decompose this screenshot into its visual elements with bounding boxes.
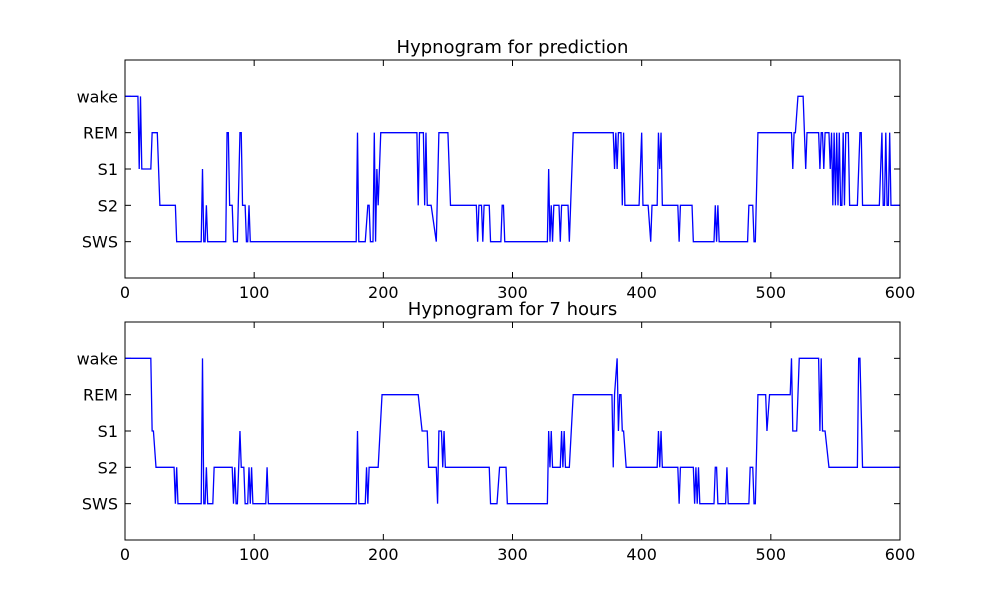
x-tick-label: 200 bbox=[368, 283, 399, 302]
plot-frame bbox=[124, 59, 901, 279]
y-tick-label: S2 bbox=[98, 458, 118, 477]
x-tick-label: 0 bbox=[120, 545, 130, 564]
x-tick-label: 0 bbox=[120, 283, 130, 302]
x-tick-label: 300 bbox=[497, 283, 528, 302]
plot-area bbox=[125, 322, 900, 540]
data-line bbox=[125, 95, 900, 243]
y-tick-label: S2 bbox=[98, 196, 118, 215]
x-tick-label: 300 bbox=[497, 545, 528, 564]
x-tick-label: 100 bbox=[239, 283, 270, 302]
y-tick-label: S1 bbox=[98, 422, 118, 441]
x-tick-label: 500 bbox=[756, 545, 787, 564]
x-tick-label: 200 bbox=[368, 545, 399, 564]
data-line bbox=[125, 357, 900, 505]
x-tick-label: 100 bbox=[239, 545, 270, 564]
x-tick-label: 400 bbox=[626, 545, 657, 564]
x-tick-label: 600 bbox=[885, 283, 916, 302]
chart-title: Hypnogram for prediction bbox=[397, 37, 629, 58]
y-tick-label: wake bbox=[77, 349, 118, 368]
y-tick-label: S1 bbox=[98, 160, 118, 179]
y-tick-label: REM bbox=[83, 386, 118, 405]
plot-frame bbox=[124, 321, 901, 541]
chart-title: Hypnogram for 7 hours bbox=[408, 299, 617, 320]
x-tick-label: 400 bbox=[626, 283, 657, 302]
y-tick-label: wake bbox=[77, 87, 118, 106]
y-tick-label: REM bbox=[83, 124, 118, 143]
x-tick-label: 600 bbox=[885, 545, 916, 564]
y-tick-label: SWS bbox=[82, 495, 118, 514]
x-tick-label: 500 bbox=[756, 283, 787, 302]
y-tick-label: SWS bbox=[82, 233, 118, 252]
